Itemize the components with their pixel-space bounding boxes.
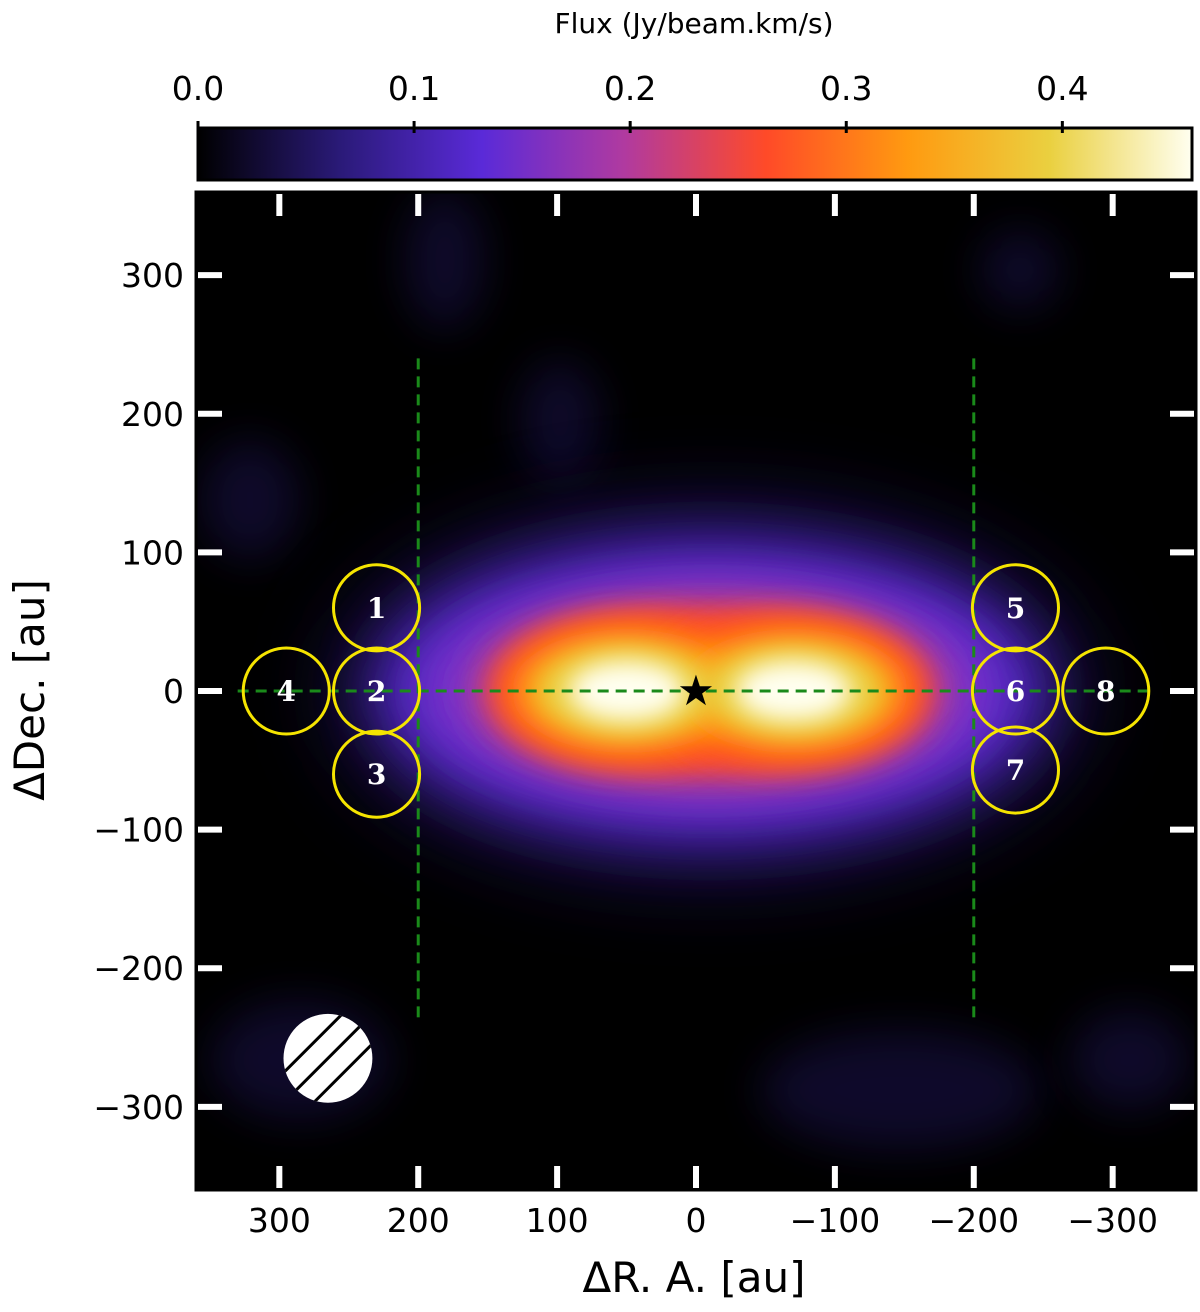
colorbar-tick-label: 0.2: [604, 69, 656, 108]
faint-emission: [520, 360, 600, 480]
colorbar-label: Flux (Jy/beam.km/s): [554, 7, 833, 40]
beam-hatch-line: [312, 1013, 373, 1103]
x-tick-label: −100: [790, 1201, 881, 1240]
plot-frame: [194, 190, 1198, 1192]
y-tick-label: −200: [93, 949, 184, 988]
colorbar-ticks: 0.0 0.1 0.2 0.3 0.4: [172, 69, 1089, 133]
beam-hatch-line: [283, 1013, 373, 1103]
star-marker: ★: [677, 666, 715, 715]
region-label-7: 7: [1006, 754, 1025, 787]
y-tick-label: 100: [121, 533, 184, 572]
region-circle-7: [970, 725, 1061, 815]
region-circle-2: [332, 646, 422, 736]
colorbar-tick-label: 0.0: [172, 69, 224, 108]
x-tick-label: −200: [928, 1201, 1019, 1240]
emission-peak-2: [735, 661, 852, 721]
region-circle-8: [1061, 646, 1151, 736]
x-tick-label: 100: [526, 1201, 589, 1240]
x-tick-label: 200: [387, 1201, 450, 1240]
y-tick-label: 300: [121, 256, 184, 295]
region-label-6: 6: [1006, 675, 1025, 708]
region-label-3: 3: [367, 758, 386, 791]
x-tick-label: 300: [248, 1201, 311, 1240]
region-circle-4: [241, 646, 331, 736]
region-label-1: 1: [367, 592, 386, 625]
y-tick-labels: 300 200 100 0 −100 −200 −300: [93, 256, 184, 1127]
y-axis-label: ΔDec. [au]: [5, 579, 54, 801]
region-circle-3: [332, 729, 422, 819]
region-circle-1: [332, 563, 422, 653]
plot-area: 1 2 3 4 5 6 7 8 ★ 300 200 100 0 −100 −200 −300 300 200 1…: [93, 184, 1198, 1240]
x-tick-label: 0: [686, 1201, 707, 1240]
region-circle-5: [970, 563, 1061, 653]
faint-emission: [200, 440, 300, 560]
region-label-5: 5: [1006, 592, 1025, 625]
region-label-2: 2: [367, 675, 386, 708]
colorbar-tick-label: 0.3: [820, 69, 872, 108]
faint-emission: [405, 192, 485, 330]
x-tick-labels: 300 200 100 0 −100 −200 −300: [248, 1201, 1158, 1240]
y-tick-label: 200: [121, 395, 184, 434]
region-label-8: 8: [1096, 675, 1115, 708]
overlays: 1 2 3 4 5 6 7 8 ★: [237, 358, 1155, 1103]
beam-hatch: [283, 1013, 373, 1103]
y-tick-label: 0: [163, 672, 184, 711]
faint-emission: [980, 230, 1060, 310]
colorbar: Flux (Jy/beam.km/s) 0.0 0.1 0.2 0.3 0.4: [172, 7, 1194, 182]
beam-hatch-line: [283, 1013, 344, 1103]
x-axis-label: ΔR. A. [au]: [583, 1253, 806, 1302]
region-label-4: 4: [277, 675, 296, 708]
x-tick-label: −300: [1067, 1201, 1158, 1240]
faint-emission: [760, 1030, 1040, 1150]
colorbar-tick-label: 0.4: [1036, 69, 1088, 108]
faint-emission: [1070, 1010, 1190, 1110]
axis-ticks: [198, 194, 1194, 1188]
y-tick-label: −100: [93, 811, 184, 850]
colorbar-gradient: [196, 126, 1194, 182]
colorbar-tick-label: 0.1: [388, 69, 440, 108]
region-circle-6: [970, 646, 1061, 736]
y-tick-label: −300: [93, 1088, 184, 1127]
